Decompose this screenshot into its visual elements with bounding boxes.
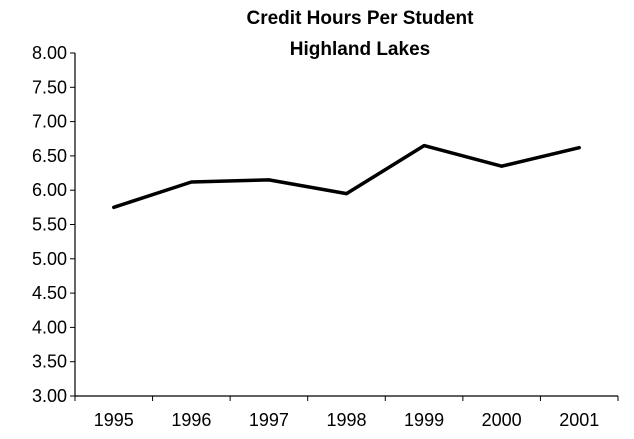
y-tick-label: 6.00: [32, 180, 67, 200]
series-lines: [112, 143, 581, 210]
x-tick-label: 1999: [404, 410, 444, 430]
x-tick-labels: 1995 1996 1997 1998 1999 2000 2001: [94, 410, 599, 430]
axes: [70, 52, 619, 401]
y-tick-label: 7.00: [32, 112, 67, 132]
series-line: [112, 143, 581, 210]
y-tick-labels: 8.00 7.50 7.00 6.50 6.00 5.50 5.00 4.50 4.00 3.50…: [32, 43, 67, 406]
y-tick-label: 8.00: [32, 43, 67, 63]
y-tick-label: 7.50: [32, 77, 67, 97]
chart-title-line-2: Highland Lakes: [289, 39, 431, 60]
x-tick-label: 1995: [94, 410, 134, 430]
x-tick-label: 2001: [559, 410, 599, 430]
x-tick-label: 1996: [171, 410, 211, 430]
x-tick-label: 1997: [249, 410, 289, 430]
y-tick-label: 4.00: [32, 317, 67, 337]
chart-title-line-1: Credit Hours Per Student: [246, 8, 474, 29]
y-tick-label: 3.00: [32, 386, 67, 406]
y-tick-label: 3.50: [32, 352, 67, 372]
y-tick-label: 5.00: [32, 249, 67, 269]
x-tick-label: 1998: [326, 410, 366, 430]
y-tick-label: 4.50: [32, 283, 67, 303]
x-tick-label: 2000: [482, 410, 522, 430]
y-tick-label: 5.50: [32, 215, 67, 235]
y-tick-label: 6.50: [32, 146, 67, 166]
